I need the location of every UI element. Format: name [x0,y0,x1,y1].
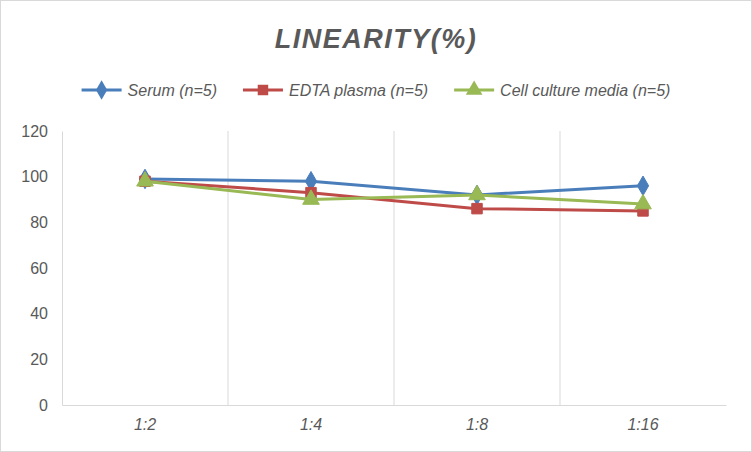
category-divider [228,131,229,405]
x-tick-label: 1:4 [300,416,322,433]
title: LINEARITY(%) [275,24,478,54]
x-tick: 1:2 [134,405,156,433]
y-tick: 100 [21,168,62,185]
y-tick-label: 100 [21,168,48,185]
y-tick-label: 40 [30,305,48,322]
y-axis: 0 20 40 60 80 100 120 [21,123,62,414]
plot-area [137,169,652,216]
y-tick-label: 120 [21,123,48,140]
x-tick: 1:4 [300,405,322,433]
x-tick: 1:16 [627,405,658,433]
y-tick: 0 [39,397,62,414]
legend-marker [96,80,107,100]
legend-item: Serum (n=5) [82,80,217,100]
legend-label: Cell culture media (n=5) [500,82,670,99]
x-tick-label: 1:8 [466,416,488,433]
y-tick-label: 20 [30,351,48,368]
y-tick: 20 [30,351,62,368]
category-divider [394,131,395,405]
series-marker [137,172,154,186]
y-tick-label: 0 [39,397,48,414]
y-tick-label: 80 [30,214,48,231]
y-axis-line [62,132,63,406]
y-tick: 60 [30,260,62,277]
series-marker [472,203,482,213]
legend: Serum (n=5) EDTA plasma (n=5) Cell culture… [82,80,671,100]
legend-marker [258,85,268,95]
series-marker [469,185,486,199]
x-axis: 1:2 1:4 1:8 1:16 [63,405,727,433]
x-tick-label: 1:2 [134,416,156,433]
series-marker [303,190,320,204]
series-marker [637,176,648,196]
series-line [145,181,643,211]
legend-marker [466,80,483,94]
category-divider [560,131,561,405]
series-marker [635,194,652,208]
legend-label: Serum (n=5) [128,82,217,99]
category-dividers [228,131,560,405]
legend-label: EDTA plasma (n=5) [289,82,428,99]
x-axis-line [63,405,727,406]
legend-item: EDTA plasma (n=5) [243,82,428,99]
chart: LINEARITY(%) 0 20 40 60 80 100 120 1:2 1:4 1:8 1:16… [0,0,752,452]
background [1,1,752,452]
series-line [145,181,643,204]
y-tick: 40 [30,305,62,322]
y-tick: 120 [21,123,62,140]
x-tick-label: 1:16 [627,416,658,433]
x-tick: 1:8 [466,405,488,433]
y-tick: 80 [30,214,62,231]
legend-item: Cell culture media (n=5) [454,80,670,98]
y-tick-label: 60 [30,260,48,277]
